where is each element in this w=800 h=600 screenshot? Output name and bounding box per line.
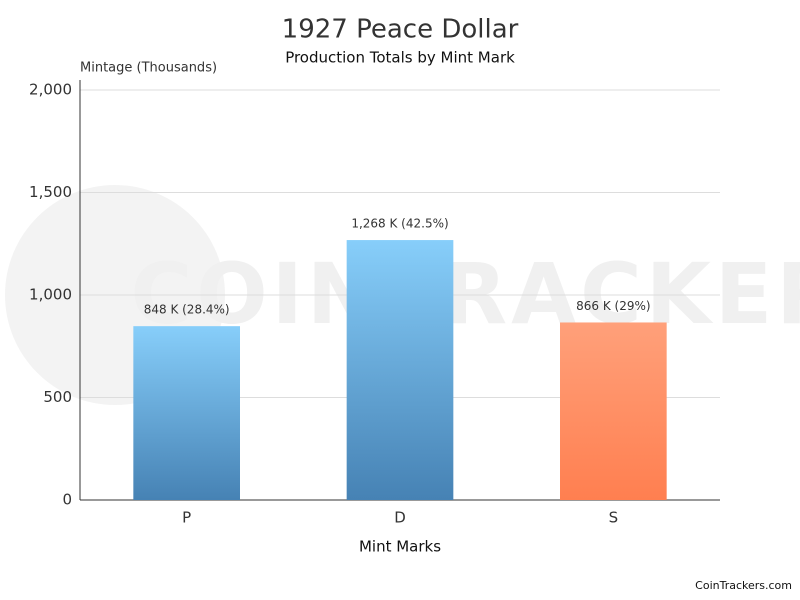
data-label: 848 K (28.4%) bbox=[144, 303, 230, 317]
bar bbox=[346, 240, 454, 500]
x-tick-label: P bbox=[182, 509, 191, 527]
x-tick-label: S bbox=[609, 509, 619, 527]
chart-subtitle: Production Totals by Mint Mark bbox=[285, 49, 515, 67]
y-tick-label: 500 bbox=[43, 388, 72, 406]
bar bbox=[133, 326, 240, 500]
data-label: 1,268 K (42.5%) bbox=[351, 217, 448, 231]
chart-title: 1927 Peace Dollar bbox=[282, 15, 519, 45]
y-tick-label: 1,500 bbox=[29, 183, 72, 201]
y-tick-label: 0 bbox=[62, 491, 72, 509]
data-label: 866 K (29%) bbox=[576, 299, 650, 313]
y-tick-label: 1,000 bbox=[29, 286, 72, 304]
bar bbox=[560, 322, 667, 500]
y-axis-label: Mintage (Thousands) bbox=[80, 61, 217, 76]
x-tick-label: D bbox=[394, 509, 406, 527]
y-tick-label: 2,000 bbox=[29, 81, 72, 99]
x-axis-label: Mint Marks bbox=[359, 538, 441, 556]
credit: CoinTrackers.com bbox=[695, 579, 792, 592]
watermark: COINTRACKERS bbox=[131, 245, 800, 343]
